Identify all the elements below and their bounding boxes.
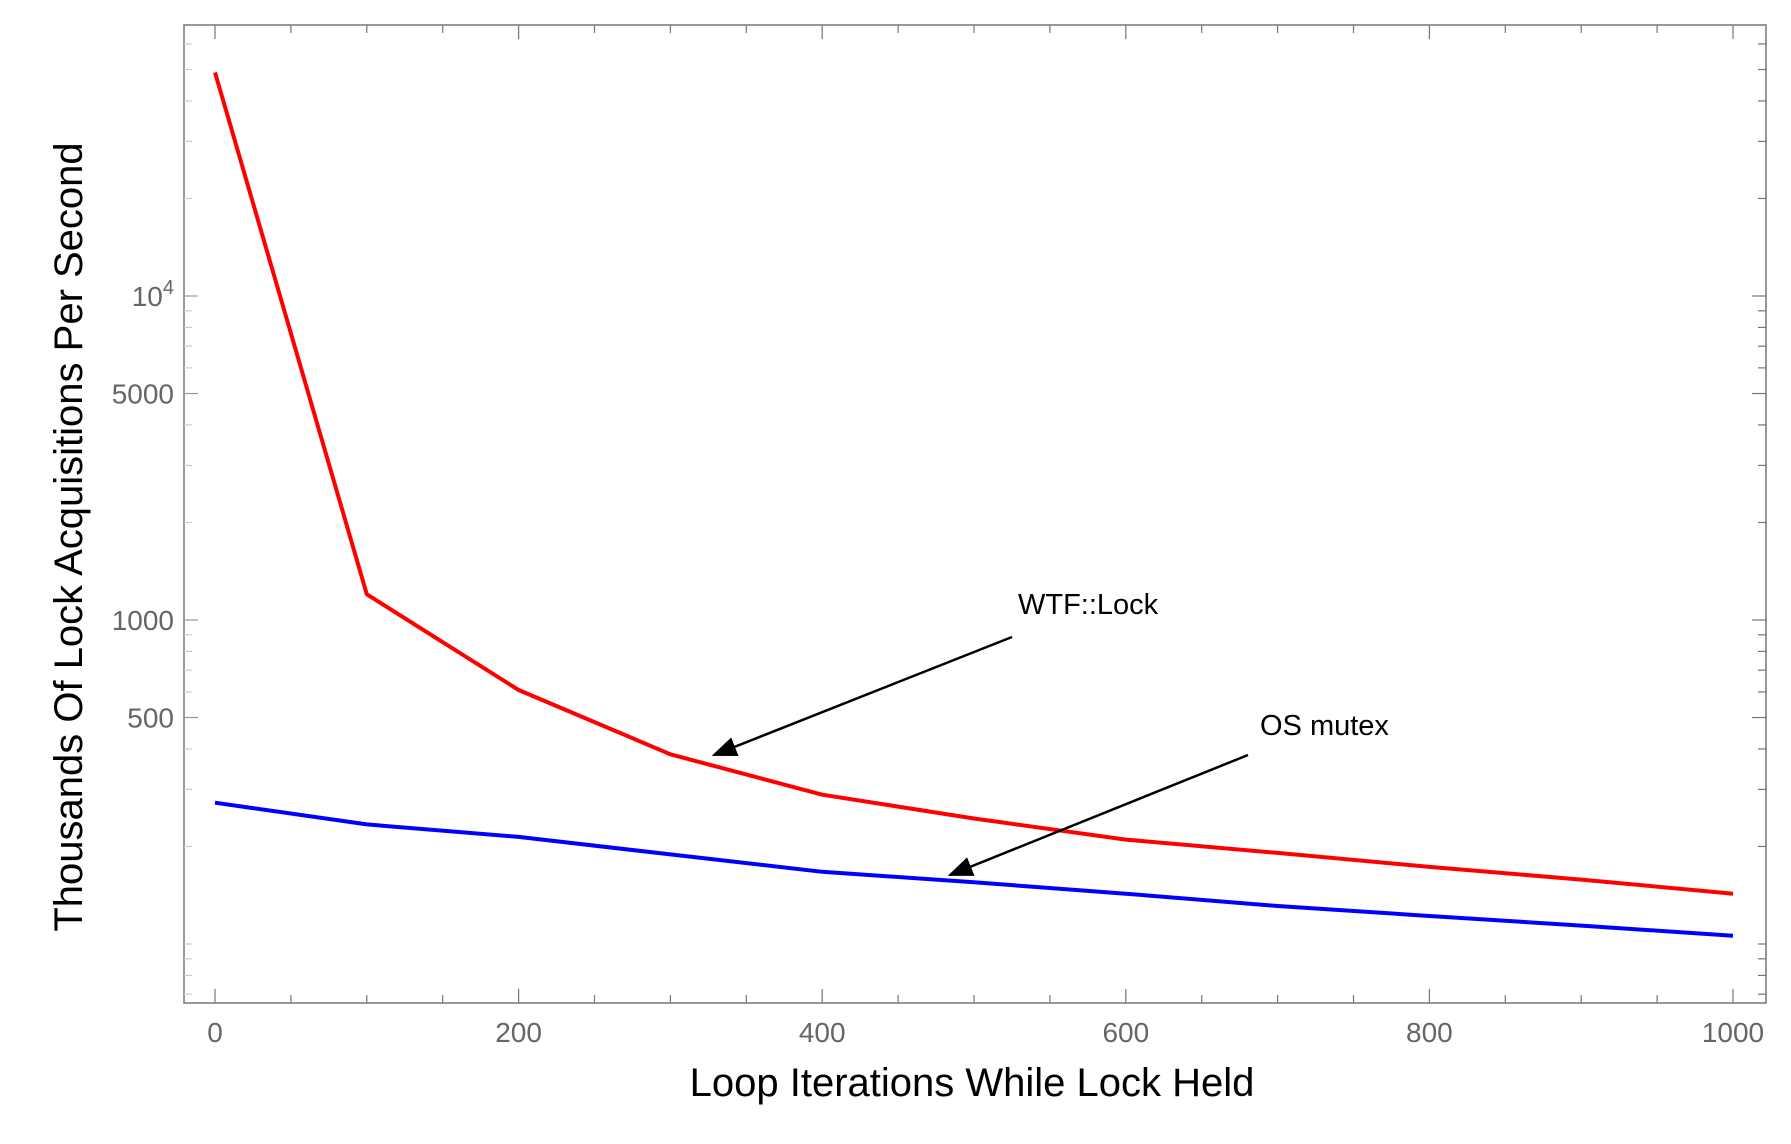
x-tick-label: 400 (799, 1017, 846, 1048)
series-line-wtf-lock (213, 71, 1734, 896)
x-tick-label: 800 (1406, 1017, 1453, 1048)
annotation-arrow (711, 635, 1013, 757)
x-tick-label: 1000 (1702, 1017, 1764, 1048)
series-line-os-mutex (214, 800, 1734, 938)
y-tick-label: 104 (132, 277, 174, 312)
y-tick-label: 500 (127, 703, 174, 734)
y-tick-label: 1000 (112, 605, 174, 636)
x-tick-label: 0 (207, 1017, 223, 1048)
x-tick-label: 200 (495, 1017, 542, 1048)
tick-labels: 0 200 400 600 800 1000 500 1000 5000 104 (112, 277, 1764, 1048)
annotation-label: OS mutex (1260, 710, 1389, 742)
annotation-arrow (947, 753, 1249, 877)
plot-frame (183, 24, 1767, 1004)
annotation-label: WTF::Lock (1018, 589, 1159, 621)
x-tick-label: 600 (1102, 1017, 1149, 1048)
series-lines (213, 71, 1734, 938)
x-axis-label: Loop Iterations While Lock Held (690, 1061, 1255, 1105)
y-axis-label: Thousands Of Lock Acquisitions Per Secon… (47, 142, 91, 931)
y-tick-label: 5000 (112, 379, 174, 410)
axis-ticks (184, 25, 1766, 1003)
